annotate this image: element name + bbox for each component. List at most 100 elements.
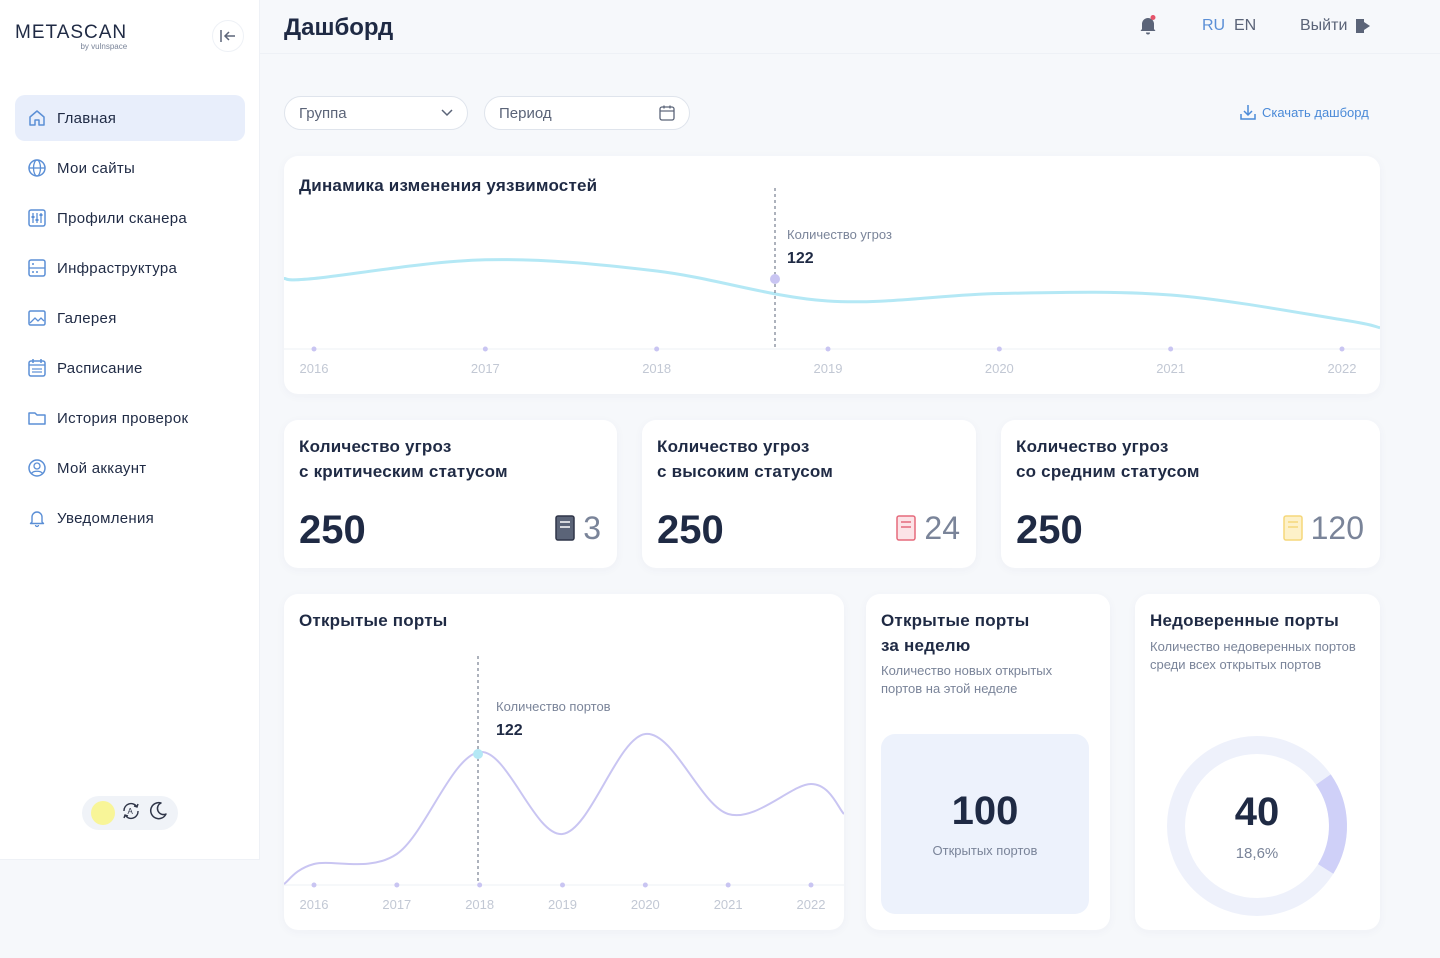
x-tick-dot bbox=[477, 882, 483, 888]
x-tick-label: 2019 bbox=[548, 897, 577, 912]
notifications-bell-icon[interactable] bbox=[1138, 14, 1158, 36]
sliders-icon bbox=[27, 208, 47, 228]
x-tick-dot bbox=[1168, 346, 1174, 352]
home-icon bbox=[27, 108, 47, 128]
tooltip-value: 122 bbox=[496, 722, 523, 739]
card-title: Динамика изменения уязвимостей bbox=[299, 176, 598, 195]
high-document-icon bbox=[896, 515, 917, 541]
medium-threats-card: Количество угроз со средним статусом 250… bbox=[1001, 420, 1380, 568]
open-ports-card: Открытые порты Количество портов 122 201… bbox=[284, 594, 844, 930]
app-logo[interactable]: METASCAN by vulnspace bbox=[15, 22, 127, 51]
high-threats-card: Количество угроз с высоким статусом 250 … bbox=[642, 420, 976, 568]
image-icon bbox=[27, 308, 47, 328]
x-tick-label: 2018 bbox=[465, 897, 494, 912]
vulnerability-line-chart[interactable]: Количество угроз 122 2016 2017 2018 2019 202… bbox=[284, 156, 1380, 394]
period-select-placeholder: Период bbox=[499, 104, 552, 122]
x-tick-dot bbox=[808, 882, 814, 888]
card-title-line2: с критическим статусом bbox=[299, 462, 508, 481]
x-tick-label: 2018 bbox=[642, 361, 671, 376]
threat-count-value: 120 bbox=[1310, 510, 1364, 546]
folder-icon bbox=[27, 408, 47, 428]
card-title-line2: за неделю bbox=[881, 636, 971, 655]
logo-text: METASCAN bbox=[15, 22, 128, 43]
medium-document-icon bbox=[1282, 515, 1303, 541]
threat-total: 250 bbox=[657, 508, 724, 552]
open-ports-line-chart[interactable]: Количество портов 122 2016 2017 2018 2019 20… bbox=[284, 594, 844, 930]
download-dashboard-link[interactable]: Скачать дашборд bbox=[1240, 104, 1369, 120]
threat-total: 250 bbox=[299, 508, 366, 552]
sidebar-item-label: Галерея bbox=[57, 309, 117, 327]
untrusted-ports-value: 40 bbox=[1234, 790, 1280, 834]
period-select[interactable]: Период bbox=[484, 96, 690, 130]
logo-subtext: by vulnspace bbox=[80, 42, 128, 51]
x-tick-dot bbox=[394, 882, 400, 888]
user-circle-icon bbox=[27, 458, 47, 478]
svg-text:A: A bbox=[127, 807, 133, 816]
x-tick-label: 2020 bbox=[985, 361, 1014, 376]
dark-theme-icon[interactable] bbox=[147, 800, 169, 827]
sidebar-item-gallery[interactable]: Галерея bbox=[15, 295, 245, 341]
tooltip-label: Количество портов bbox=[496, 699, 611, 714]
logout-label: Выйти bbox=[1300, 17, 1348, 34]
sidebar-item-account[interactable]: Мой аккаунт bbox=[15, 445, 245, 491]
x-tick-label: 2017 bbox=[382, 897, 411, 912]
untrusted-ports-percent: 18,6% bbox=[1235, 845, 1279, 862]
calendar-icon bbox=[659, 105, 675, 121]
threat-count: 24 bbox=[896, 512, 960, 544]
x-tick-dot bbox=[725, 882, 731, 888]
threat-count-value: 3 bbox=[583, 510, 601, 546]
card-title: Количество угроз со средним статусом bbox=[1016, 434, 1200, 484]
series-line bbox=[284, 732, 844, 885]
x-tick-label: 2017 bbox=[471, 361, 500, 376]
calendar-icon bbox=[27, 358, 47, 378]
sidebar-item-label: Профили сканера bbox=[57, 209, 188, 227]
sidebar-item-infrastructure[interactable]: Инфраструктура bbox=[15, 245, 245, 291]
group-select-placeholder: Группа bbox=[299, 104, 347, 122]
sidebar-item-scan-history[interactable]: История проверок bbox=[15, 395, 245, 441]
sidebar-item-schedule[interactable]: Расписание bbox=[15, 345, 245, 391]
x-tick-dot bbox=[642, 882, 648, 888]
theme-toggle[interactable]: A bbox=[82, 796, 178, 830]
card-title-line2: с высоким статусом bbox=[657, 462, 834, 481]
download-icon bbox=[1240, 105, 1256, 120]
sidebar-item-scanner-profiles[interactable]: Профили сканера bbox=[15, 195, 245, 241]
card-subtitle: Количество недоверенных портов среди все… bbox=[1150, 639, 1356, 672]
weekly-ports-label: Открытых портов bbox=[932, 842, 1038, 858]
collapse-sidebar-button[interactable] bbox=[212, 20, 244, 52]
group-select[interactable]: Группа bbox=[284, 96, 468, 130]
card-title: Открытые порты bbox=[299, 611, 448, 630]
logout-button[interactable]: Выйти bbox=[1300, 17, 1371, 35]
sidebar-nav: Главная Мои сайты Профили сканера Инфрас… bbox=[15, 95, 245, 545]
card-title-line1: Открытые порты bbox=[881, 611, 1030, 630]
sidebar-item-label: Мой аккаунт bbox=[57, 459, 147, 477]
x-tick-label: 2020 bbox=[631, 897, 660, 912]
sidebar-item-notifications[interactable]: Уведомления bbox=[15, 495, 245, 541]
card-title: Количество угроз с критическим статусом bbox=[299, 434, 508, 484]
card-title: Недоверенные порты bbox=[1150, 611, 1339, 630]
x-tick-label: 2019 bbox=[814, 361, 843, 376]
card-title: Открытые порты за неделю bbox=[881, 608, 1029, 658]
lang-en-button[interactable]: EN bbox=[1234, 17, 1257, 34]
card-subtitle: Количество новых открытых портов на этой… bbox=[881, 663, 1053, 696]
x-tick-dot bbox=[825, 346, 831, 352]
auto-theme-icon[interactable]: A bbox=[120, 800, 142, 827]
threat-total: 250 bbox=[1016, 508, 1083, 552]
card-title: Количество угроз с высоким статусом bbox=[657, 434, 833, 484]
x-tick-dot bbox=[311, 346, 317, 352]
sidebar-item-my-sites[interactable]: Мои сайты bbox=[15, 145, 245, 191]
card-title-line1: Количество угроз bbox=[299, 437, 452, 456]
bell-icon bbox=[27, 508, 47, 528]
sidebar-item-home[interactable]: Главная bbox=[15, 95, 245, 141]
weekly-ports-value: 100 bbox=[951, 788, 1019, 833]
vulnerability-dynamics-card: Динамика изменения уязвимостей Количеств… bbox=[284, 156, 1380, 394]
untrusted-ports-donut: 40 18,6% bbox=[1165, 734, 1349, 918]
weekly-open-ports-card: Открытые порты за неделю Количество новы… bbox=[866, 594, 1110, 930]
download-label: Скачать дашборд bbox=[1262, 104, 1369, 120]
threat-count-value: 24 bbox=[924, 510, 960, 546]
x-tick-dot bbox=[311, 882, 317, 888]
sidebar-item-label: История проверок bbox=[57, 409, 189, 427]
light-theme-icon[interactable] bbox=[90, 801, 115, 825]
weekly-ports-box: 100 Открытых портов bbox=[881, 734, 1089, 914]
logout-icon bbox=[1356, 19, 1371, 33]
lang-ru-button[interactable]: RU bbox=[1202, 17, 1226, 34]
